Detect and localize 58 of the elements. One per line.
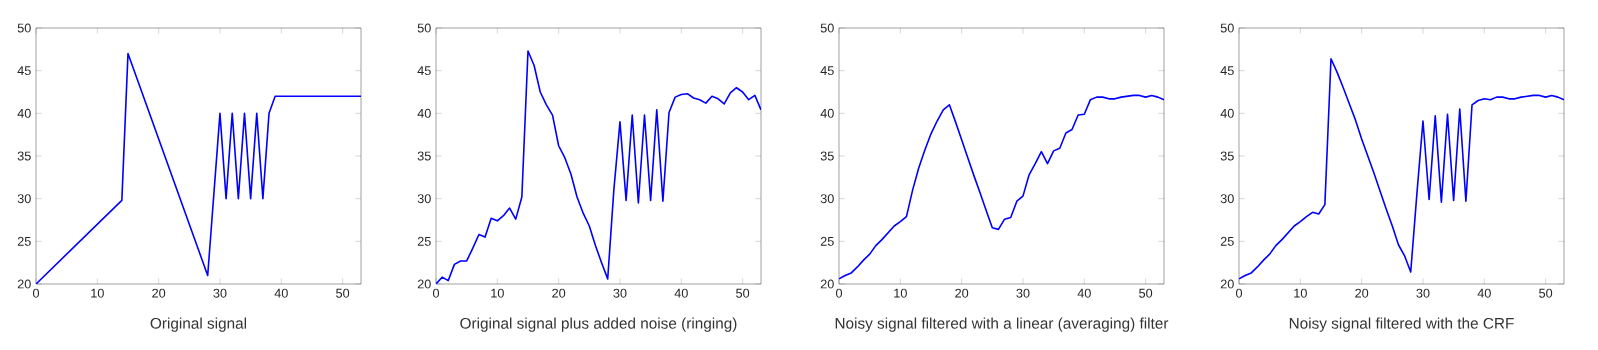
y-tick-label: 25	[417, 236, 431, 246]
y-tick-label: 20	[417, 279, 431, 289]
line-series	[436, 50, 762, 284]
x-tick-label: 20	[552, 288, 566, 298]
x-tick-label: 0	[835, 288, 843, 298]
x-tick-label: 40	[1477, 288, 1491, 298]
y-tick-label: 45	[17, 66, 31, 76]
y-tick-label: 30	[417, 194, 431, 204]
y-tick-label: 35	[417, 151, 431, 161]
x-tick-label: 30	[213, 288, 227, 298]
y-tick-label: 35	[17, 151, 31, 161]
y-tick-label: 25	[17, 236, 31, 246]
y-tick-label: 45	[1220, 66, 1234, 76]
x-tick-label: 40	[1077, 288, 1091, 298]
x-tick-label: 30	[1416, 288, 1430, 298]
y-tick-label: 30	[1220, 194, 1234, 204]
y-tick-label: 50	[820, 23, 834, 33]
x-tick-label: 0	[432, 288, 440, 298]
x-axis-title: Noisy signal filtered with a linear (averaging) filter	[835, 317, 1169, 332]
y-tick-label: 40	[820, 108, 834, 118]
x-tick-label: 30	[1016, 288, 1030, 298]
y-tick-label: 20	[820, 279, 834, 289]
y-tick-label: 40	[417, 108, 431, 118]
x-tick-label: 0	[1236, 288, 1243, 298]
line-series	[36, 52, 361, 284]
x-tick-label: 10	[894, 288, 907, 298]
x-axis-title: Original signal	[150, 317, 247, 332]
y-tick-label: 20	[17, 279, 31, 289]
x-axis-title: Original signal plus added noise (ringing)	[460, 317, 737, 332]
x-tick-label: 50	[1539, 288, 1553, 298]
y-tick-label: 50	[417, 23, 431, 33]
y-tick-label: 25	[820, 236, 834, 246]
x-tick-label: 10	[1294, 288, 1307, 298]
y-tick-label: 30	[17, 194, 31, 204]
y-tick-label: 25	[1220, 236, 1234, 246]
x-tick-label: 50	[736, 288, 750, 298]
y-tick-label: 50	[17, 23, 31, 33]
x-tick-label: 40	[674, 288, 688, 298]
y-tick-label: 20	[1220, 279, 1234, 289]
x-tick-label: 0	[32, 288, 40, 298]
y-tick-label: 50	[1220, 23, 1234, 33]
x-tick-label: 20	[955, 288, 969, 298]
x-tick-label: 30	[613, 288, 627, 298]
y-tick-label: 35	[1220, 151, 1234, 161]
x-tick-label: 20	[152, 288, 166, 298]
y-tick-label: 45	[820, 66, 834, 76]
x-tick-label: 40	[274, 288, 288, 298]
x-tick-label: 10	[491, 288, 504, 298]
y-tick-label: 35	[820, 151, 834, 161]
x-tick-label: 10	[91, 288, 104, 298]
x-tick-label: 50	[1139, 288, 1153, 298]
y-tick-label: 40	[1220, 108, 1234, 118]
y-tick-label: 40	[17, 108, 31, 118]
x-axis-title: Noisy signal filtered with the CRF	[1289, 317, 1514, 332]
x-tick-label: 20	[1355, 288, 1369, 298]
y-tick-label: 45	[417, 66, 431, 76]
y-tick-label: 30	[820, 194, 834, 204]
x-tick-label: 50	[336, 288, 350, 298]
